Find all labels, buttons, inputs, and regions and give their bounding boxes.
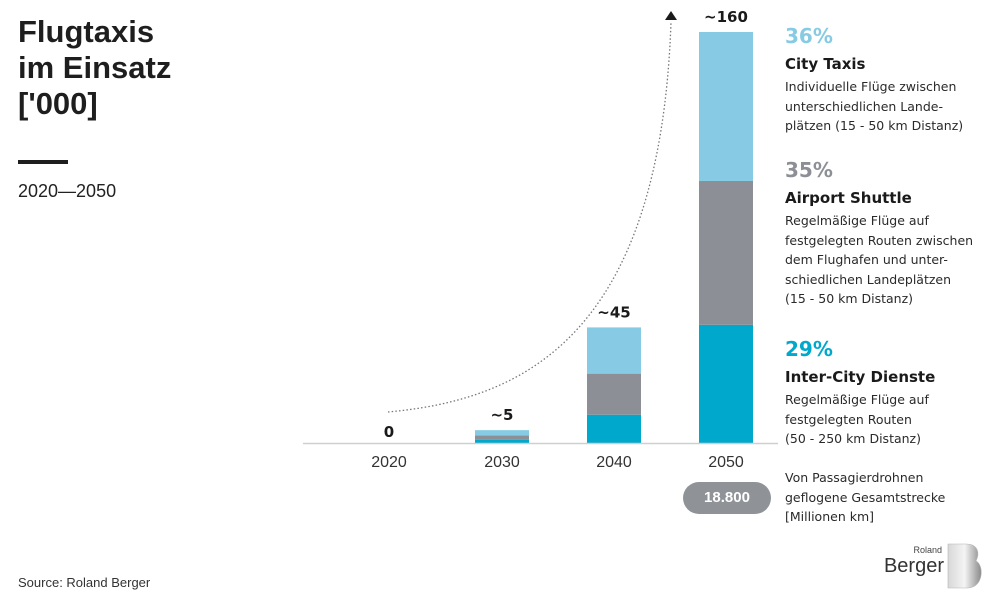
roland-berger-logo: Roland Berger [884, 541, 990, 591]
bar-segment-airport_shuttle-2030 [475, 435, 529, 440]
desc-line: festgelegten Routen zwischen [785, 232, 974, 248]
desc-line: unterschiedlichen Lande- [785, 98, 943, 114]
total-label-2030: ~5 [490, 406, 513, 424]
x-tick-label-2030: 2030 [484, 454, 520, 471]
legend-pct: 36% [785, 24, 833, 48]
bar-segment-city_taxis-2050 [699, 32, 753, 181]
chart-subtitle: 2020—2050 [18, 181, 117, 201]
x-axis-ticks: 2020 2030 2040 2050 [371, 454, 744, 471]
source-note: Source: Roland Berger [18, 575, 151, 590]
title-divider [18, 160, 68, 164]
desc-line: festgelegten Routen [785, 411, 912, 427]
bar-segment-airport_shuttle-2040 [587, 373, 641, 415]
logo-text-big: Berger [883, 555, 944, 577]
title-line-2: im Einsatz [18, 50, 172, 85]
legend-name: Airport Shuttle [785, 189, 912, 207]
desc-line: (50 - 250 km Distanz) [785, 431, 921, 446]
desc-line: schiedlichen Landeplätzen [785, 271, 952, 287]
note-line: geflogene Gesamtstrecke [785, 489, 946, 505]
bar-segment-city_taxis-2030 [475, 430, 529, 436]
bar-segment-inter_city-2050 [699, 324, 753, 443]
arrowhead-icon [665, 11, 677, 20]
desc-line: dem Flughafen und unter- [785, 252, 948, 267]
legend-name: City Taxis [785, 55, 866, 73]
bar-segment-airport_shuttle-2050 [699, 180, 753, 325]
legend-desc: Individuelle Flüge zwischen unterschiedl… [785, 77, 995, 136]
x-tick-label-2040: 2040 [596, 454, 632, 471]
title-line-3: ['000] [18, 86, 98, 121]
bars-group [475, 32, 753, 443]
logo-b-icon [947, 543, 982, 589]
distance-value-pill: 18.800 [683, 482, 771, 514]
total-label-2050: ~160 [704, 8, 748, 26]
total-labels: 0 ~5 ~45 ~160 [384, 8, 748, 441]
desc-line: Regelmäßige Flüge auf [785, 213, 929, 228]
desc-line: plätzen (15 - 50 km Distanz) [785, 118, 964, 133]
trend-curve [387, 21, 672, 413]
legend-pct: 29% [785, 337, 833, 361]
chart-title: Flugtaxis im Einsatz ['000] [18, 14, 258, 122]
total-label-2020: 0 [384, 423, 394, 441]
note-line: Von Passagierdrohnen [785, 470, 924, 485]
legend-city-taxis: 36% City Taxis Individuelle Flüge zwisch… [785, 24, 995, 136]
bar-segment-inter_city-2040 [587, 414, 641, 443]
legend-airport-shuttle: 35% Airport Shuttle Regelmäßige Flüge au… [785, 158, 995, 309]
legend-desc: Regelmäßige Flüge auf festgelegten Route… [785, 390, 995, 449]
total-label-2040: ~45 [597, 303, 630, 321]
distance-note: Von Passagierdrohnen geflogene Gesamtstr… [785, 468, 995, 527]
x-tick-label-2050: 2050 [708, 454, 744, 471]
desc-line: (15 - 50 km Distanz) [785, 291, 914, 306]
trend-arrow [387, 11, 677, 413]
note-line: [Millionen km] [785, 509, 875, 524]
title-line-1: Flugtaxis [18, 14, 155, 49]
bar-segment-inter_city-2030 [475, 439, 529, 443]
legend-name: Inter-City Dienste [785, 368, 936, 386]
logo-text-small: Roland [913, 545, 942, 555]
desc-line: Regelmäßige Flüge auf [785, 392, 929, 407]
desc-line: Individuelle Flüge zwischen [785, 79, 957, 94]
legend-desc: Regelmäßige Flüge auf festgelegten Route… [785, 211, 995, 309]
legend-inter-city: 29% Inter-City Dienste Regelmäßige Flüge… [785, 337, 995, 449]
legend-pct: 35% [785, 158, 833, 182]
x-tick-label-2020: 2020 [371, 454, 407, 471]
bar-segment-city_taxis-2040 [587, 327, 641, 374]
